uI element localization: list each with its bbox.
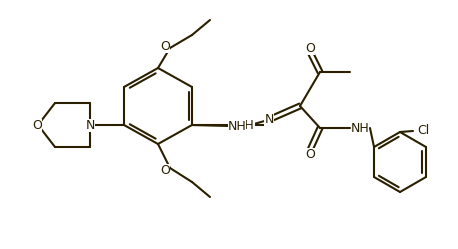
Text: O: O [305,147,315,161]
Text: O: O [160,164,170,177]
Text: O: O [32,119,42,131]
Text: N: N [85,119,95,131]
Text: O: O [305,42,315,55]
Text: NH: NH [236,119,255,131]
Text: Cl: Cl [417,124,429,136]
Text: NH: NH [351,122,369,134]
Text: N: N [264,113,274,125]
Text: NH: NH [228,120,246,132]
Text: O: O [160,40,170,53]
